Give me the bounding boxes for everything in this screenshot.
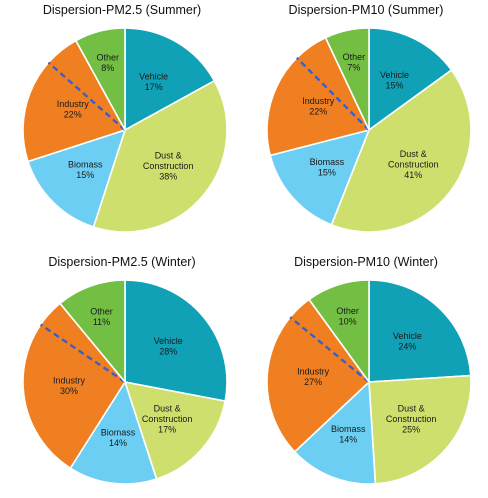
slice-value-label: 7% [347,63,360,73]
slice-name-label: Industry [302,96,335,106]
pie-slice-dust-construction [368,374,472,485]
slice-name-label: Vehicle [154,336,183,346]
pie-slice-industry [22,39,127,163]
slice-name-label: Industry [53,375,86,385]
pie-slice-vehicle [368,279,472,383]
slice-name-label: Other [343,52,366,62]
pie-slice-dust-construction [330,68,472,233]
slice-value-label: 8% [101,63,114,73]
pie-panel-pm10-winter: Dispersion-PM10 (Winter) Vehicle 24% Dust … [244,252,488,498]
slice-name-label: Biomass [310,157,345,167]
pie-panel-pm25-summer: Dispersion-PM2.5 (Summer) Vehicle 17% Dust… [0,0,244,246]
slice-name-label: Construction [142,414,193,424]
slice-name-label: Construction [386,414,437,424]
pie-slice-other [74,27,126,131]
slice-name-label: Dust & [155,150,182,160]
slice-value-label: 17% [145,82,163,92]
slice-name-label: Vehicle [380,70,409,80]
pie-slice-vehicle [368,27,453,132]
pie-panel-pm25-winter: Dispersion-PM2.5 (Winter) Vehicle 28% Dust… [0,252,244,498]
pie-slice-vehicle [124,27,216,132]
slice-name-label: Dust & [398,404,425,414]
pie-panel-pm10-summer: Dispersion-PM10 (Summer) Vehicle 15% Dust … [244,0,488,246]
slice-name-label: Biomass [331,424,366,434]
slice-value-label: 14% [339,434,357,444]
slice-name-label: Industry [297,367,330,377]
chart-title: Dispersion-PM10 (Summer) [288,3,444,17]
slice-name-label: Construction [388,159,439,169]
slice-name-label: Dust & [400,149,427,159]
slice-value-label: 15% [318,167,336,177]
slice-value-label: 25% [402,425,420,435]
slice-value-label: 17% [158,425,176,435]
dashed-split-line [289,316,370,383]
slice-value-label: 41% [404,170,422,180]
slice-value-label: 27% [304,377,322,387]
slice-name-label: Biomass [101,427,136,437]
chart-title: Dispersion-PM10 (Winter) [294,255,438,269]
slice-value-label: 10% [339,316,357,326]
pie-slice-other [324,27,370,131]
dashed-split-line [47,61,126,131]
chart-title: Dispersion-PM2.5 (Winter) [48,255,196,269]
pie-slice-other [58,279,126,385]
slice-value-label: 28% [159,347,177,357]
pie-slice-dust-construction [92,79,228,233]
slice-value-label: 11% [93,317,110,327]
slice-value-label: 38% [159,171,177,181]
dashed-split-line [39,323,126,383]
pie-slice-dust-construction [123,380,227,481]
slice-name-label: Industry [57,99,90,109]
pie-slice-industry [266,36,371,157]
slice-name-label: Dust & [154,404,181,414]
slice-value-label: 22% [64,110,82,120]
slice-value-label: 22% [309,106,327,116]
chart-title: Dispersion-PM2.5 (Summer) [42,3,202,17]
slice-value-label: 15% [385,80,403,90]
slice-value-label: 15% [76,170,94,180]
pie-slice-other [307,279,370,385]
pie-slice-industry [22,302,126,470]
slice-value-label: 30% [60,386,78,396]
slice-name-label: Vehicle [139,72,168,82]
pie-slice-biomass [293,380,377,485]
slice-name-label: Construction [143,161,194,171]
slice-name-label: Other [97,53,120,63]
slice-name-label: Other [336,306,359,316]
pie-slice-biomass [269,128,371,226]
dashed-split-line [296,57,370,131]
pie-slice-industry [266,298,371,453]
slice-value-label: 24% [398,341,416,351]
slice-name-label: Vehicle [393,331,422,341]
slice-value-label: 14% [109,438,127,448]
slice-name-label: Other [90,307,113,317]
slice-name-label: Biomass [68,159,103,169]
pie-slice-biomass [69,380,158,485]
pie-slice-vehicle [124,279,228,403]
